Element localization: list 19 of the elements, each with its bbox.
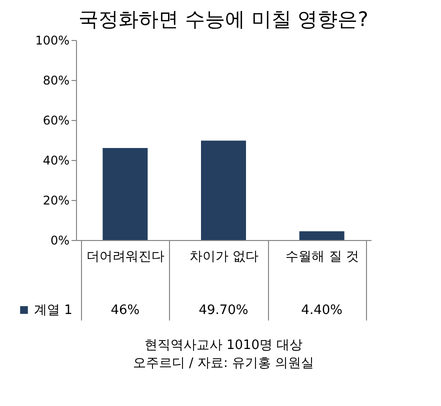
y-tick-label: 40% <box>42 154 70 168</box>
data-label: 46% <box>110 303 140 318</box>
y-tick-label: 20% <box>42 194 70 208</box>
y-tick-label: 60% <box>42 114 70 128</box>
y-tick-label: 80% <box>42 74 70 88</box>
chart-title: 국정화하면 수능에 미칠 영향은? <box>78 7 368 31</box>
text: 오주르디 / 자료: 유기홍 의원실 <box>132 356 314 371</box>
y-tick-label: 0% <box>50 234 70 248</box>
text: 현직역사교사 1010명 대상 <box>144 338 303 353</box>
data-label: 4.40% <box>301 303 342 318</box>
legend-label: 계열 1 <box>34 303 72 318</box>
bar <box>102 148 148 240</box>
y-tick-label: 100% <box>35 34 70 48</box>
x-tick-label: 수월해 질 것 <box>286 250 359 264</box>
data-label: 49.70% <box>198 303 248 318</box>
x-tick-label: 차이가 없다 <box>189 250 259 264</box>
bar <box>299 231 344 240</box>
x-tick-label: 더어려워진다 <box>86 250 165 264</box>
bar <box>201 140 246 240</box>
